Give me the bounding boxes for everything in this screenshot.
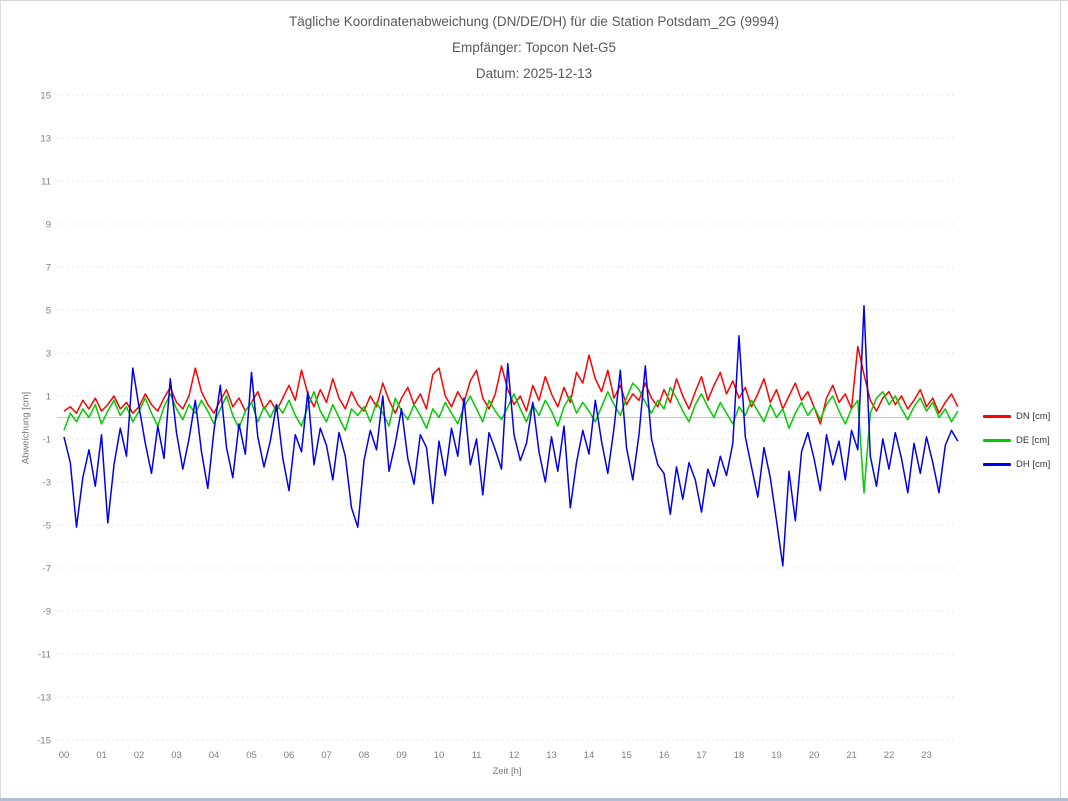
- x-tick-label: 01: [96, 750, 107, 761]
- x-tick-label: 17: [696, 750, 707, 761]
- x-axis-label: Zeit [h]: [492, 766, 522, 777]
- chart-title: Tägliche Koordinatenabweichung (DN/DE/DH…: [288, 14, 779, 29]
- y-tick-label: -7: [43, 564, 51, 575]
- x-tick-label: 15: [621, 750, 632, 761]
- window-border-top: [0, 0, 1068, 1]
- x-tick-label: 06: [284, 750, 295, 761]
- y-tick-label: -15: [37, 736, 51, 747]
- y-tick-label: 5: [46, 306, 51, 317]
- x-tick-label: 07: [321, 750, 332, 761]
- y-tick-label: 15: [40, 91, 51, 102]
- y-tick-label: 9: [46, 220, 51, 231]
- x-tick-label: 22: [884, 750, 895, 761]
- x-tick-label: 11: [472, 750, 482, 761]
- x-tick-label: 19: [771, 750, 782, 761]
- y-tick-label: 13: [40, 134, 51, 145]
- x-tick-label: 03: [171, 750, 182, 761]
- legend-item-de: DE [cm]: [983, 428, 1050, 452]
- legend-item-dn: DN [cm]: [983, 404, 1050, 428]
- y-tick-label: 1: [46, 392, 51, 403]
- x-tick-label: 21: [846, 750, 857, 761]
- x-tick-label: 23: [921, 750, 932, 761]
- title-block: Tägliche Koordinatenabweichung (DN/DE/DH…: [0, 9, 1068, 87]
- legend-label-dn: DN [cm]: [1016, 410, 1051, 422]
- x-tick-label: 00: [59, 750, 70, 761]
- x-tick-label: 05: [246, 750, 257, 761]
- legend-swatch-dh: [983, 462, 1011, 466]
- x-tick-label: 04: [209, 750, 220, 761]
- chart-subtitle: Empfänger: Topcon Net-G5: [451, 40, 617, 55]
- window-border-bottom: [0, 798, 1068, 801]
- y-tick-label: 7: [46, 263, 51, 274]
- legend-label-de: DE [cm]: [1016, 434, 1050, 446]
- legend-swatch-de: [983, 438, 1011, 442]
- x-tick-label: 12: [509, 750, 520, 761]
- x-tick-label: 14: [584, 750, 595, 761]
- y-tick-label: 3: [46, 349, 51, 360]
- x-tick-label: 10: [434, 750, 445, 761]
- y-tick-label: -13: [37, 693, 51, 704]
- window-border-right: [1060, 0, 1061, 799]
- y-tick-label: -3: [43, 478, 51, 489]
- y-tick-label: -5: [43, 521, 51, 532]
- y-tick-label: -1: [43, 435, 51, 446]
- x-tick-label: 09: [396, 750, 407, 761]
- x-tick-label: 08: [359, 750, 370, 761]
- x-tick-label: 20: [809, 750, 820, 761]
- series-line-dh: [63, 304, 959, 567]
- x-tick-label: 13: [546, 750, 557, 761]
- x-tick-label: 18: [734, 750, 745, 761]
- y-tick-label: -11: [38, 650, 51, 661]
- y-tick-label: 11: [41, 177, 51, 188]
- y-tick-label: -9: [43, 607, 51, 618]
- legend-swatch-dn: [983, 414, 1011, 418]
- x-tick-label: 02: [134, 750, 145, 761]
- window-border-left: [0, 0, 1, 799]
- x-tick-label: 16: [659, 750, 670, 761]
- chart-date: Datum: 2025-12-13: [475, 66, 593, 81]
- legend-label-dh: DH [cm]: [1016, 458, 1051, 470]
- legend: DN [cm] DE [cm] DH [cm]: [983, 404, 1050, 476]
- legend-item-dh: DH [cm]: [983, 452, 1050, 476]
- y-axis-label: Abweichung [cm]: [20, 391, 32, 465]
